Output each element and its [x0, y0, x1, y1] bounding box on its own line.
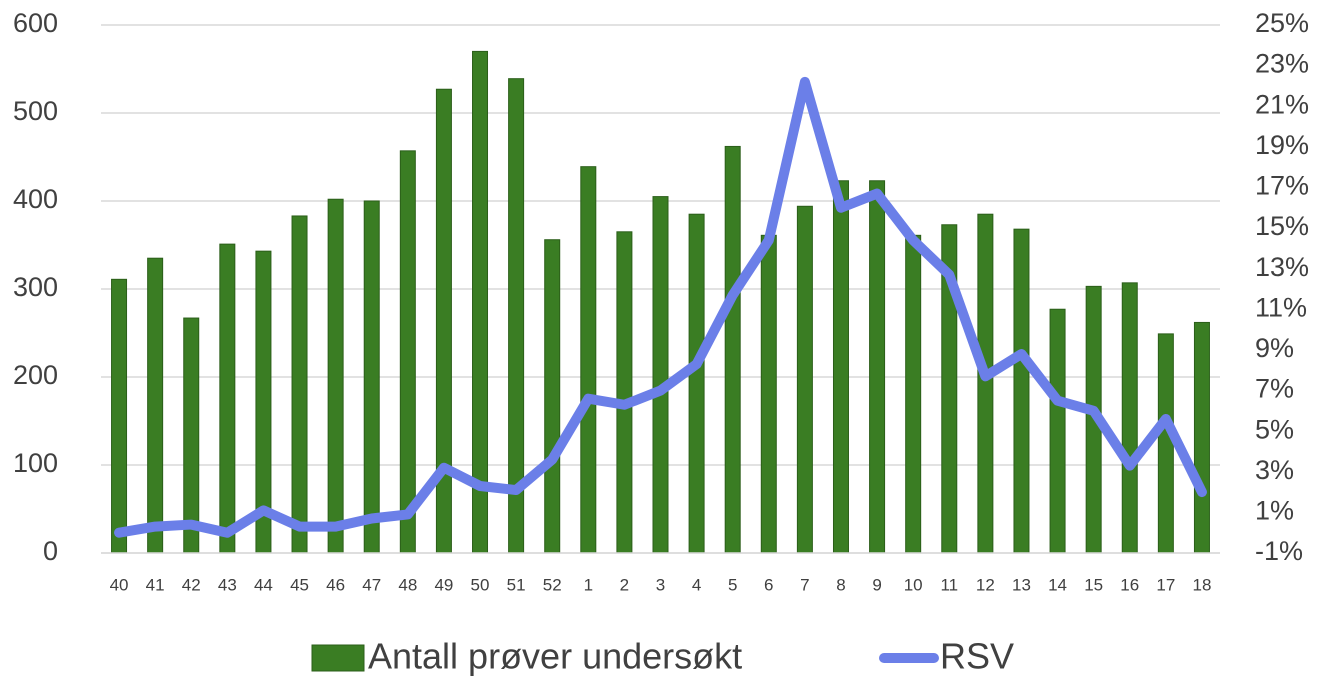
x-tick-label: 4: [692, 575, 701, 594]
bar: [1121, 282, 1138, 554]
y2-tick-label: 1%: [1255, 496, 1294, 526]
x-tick-label: 16: [1120, 575, 1139, 594]
x-tick-label: 49: [434, 575, 453, 594]
bar: [1049, 308, 1066, 554]
x-tick-label: 45: [290, 575, 309, 594]
bar: [724, 145, 741, 554]
y2-tick-label: 13%: [1255, 252, 1309, 282]
x-tick-label: 2: [620, 575, 629, 594]
y2-tick-label: 11%: [1255, 292, 1307, 322]
bar: [1157, 333, 1174, 554]
x-tick-label: 8: [836, 575, 845, 594]
x-tick-label: 10: [904, 575, 923, 594]
x-tick-label: 15: [1084, 575, 1103, 594]
bar: [869, 180, 886, 554]
y-tick-label: 0: [43, 536, 58, 566]
bar: [652, 196, 669, 554]
legend-label: RSV: [940, 636, 1014, 677]
bar: [832, 180, 849, 554]
bar: [688, 213, 705, 554]
x-tick-label: 43: [218, 575, 237, 594]
bar: [616, 231, 633, 554]
bar: [977, 213, 994, 554]
x-tick-label: 11: [940, 575, 958, 594]
x-tick-label: 46: [326, 575, 345, 594]
bar: [291, 215, 308, 554]
x-tick-label: 12: [976, 575, 995, 594]
bar: [111, 278, 128, 554]
bar: [760, 234, 777, 554]
x-tick-label: 48: [398, 575, 417, 594]
x-tick-label: 44: [254, 575, 273, 594]
bar: [435, 88, 452, 554]
y-tick-label: 600: [13, 8, 58, 38]
bar: [327, 198, 344, 554]
x-tick-label: 41: [146, 575, 165, 594]
x-tick-label: 18: [1192, 575, 1211, 594]
x-tick-label: 13: [1012, 575, 1031, 594]
y2-tick-label: 7%: [1255, 374, 1294, 404]
x-tick-label: 7: [800, 575, 809, 594]
y2-tick-label: 9%: [1255, 333, 1294, 363]
bar: [363, 200, 380, 554]
y2-tick-label: 25%: [1255, 8, 1309, 38]
y2-tick-label: 5%: [1255, 414, 1294, 444]
x-tick-label: 6: [764, 575, 773, 594]
bar: [183, 317, 200, 554]
bar: [580, 166, 597, 554]
y2-tick-label: -1%: [1255, 536, 1303, 566]
x-tick-label: 3: [656, 575, 665, 594]
bar: [219, 243, 236, 554]
y2-tick-label: 17%: [1255, 171, 1309, 201]
y-tick-label: 300: [13, 272, 58, 302]
y-tick-label: 400: [13, 184, 58, 214]
bar: [1193, 321, 1210, 554]
bar: [147, 257, 164, 554]
x-tick-label: 51: [507, 575, 526, 594]
y2-tick-label: 3%: [1255, 455, 1294, 485]
x-tick-label: 42: [182, 575, 201, 594]
y2-tick-label: 15%: [1255, 211, 1309, 241]
x-tick-label: 50: [471, 575, 490, 594]
bar: [1013, 228, 1030, 554]
bar: [905, 234, 922, 554]
y-tick-label: 500: [13, 96, 58, 126]
bar: [544, 239, 561, 554]
y2-tick-label: 21%: [1255, 89, 1309, 119]
y-tick-label: 200: [13, 360, 58, 390]
legend-label: Antall prøver undersøkt: [368, 636, 742, 677]
y2-tick-label: 23%: [1255, 49, 1309, 79]
x-tick-label: 52: [543, 575, 562, 594]
x-tick-label: 1: [584, 575, 593, 594]
legend-swatch: [311, 644, 365, 672]
y-tick-label: 100: [13, 448, 58, 478]
x-tick-label: 9: [872, 575, 881, 594]
x-tick-label: 17: [1156, 575, 1175, 594]
x-tick-label: 5: [728, 575, 737, 594]
x-tick-label: 14: [1048, 575, 1067, 594]
line: [114, 76, 1207, 538]
bar: [399, 150, 416, 554]
bar: [796, 205, 813, 554]
x-tick-label: 47: [362, 575, 381, 594]
x-tick-label: 40: [110, 575, 129, 594]
y2-tick-label: 19%: [1255, 130, 1309, 160]
